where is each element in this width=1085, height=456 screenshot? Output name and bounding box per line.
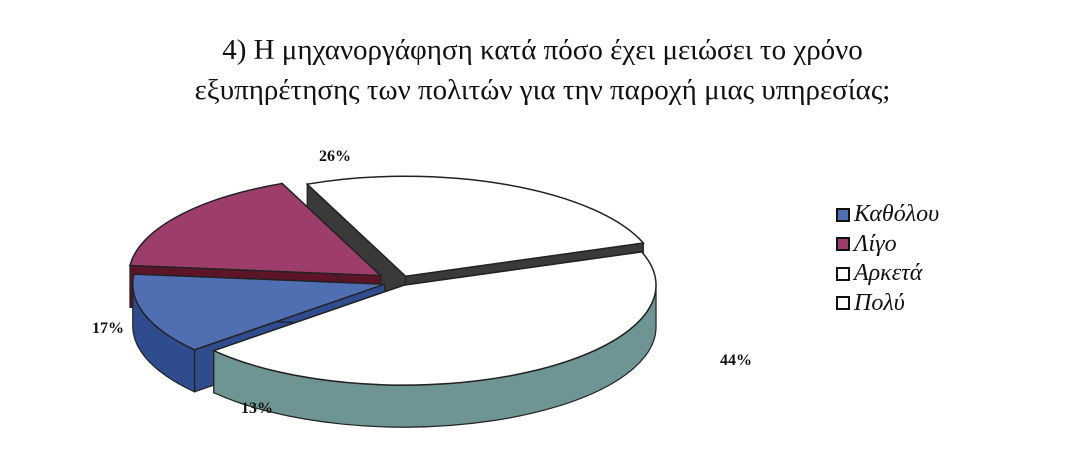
data-label-polý: 44% [720,352,752,369]
legend-item-poly: Πολύ [836,289,939,319]
legend-item-arketa: Αρκετά [836,259,939,289]
slice-top [305,175,645,278]
legend-swatch [836,266,850,281]
legend-item-ligo: Λίγο [836,230,939,260]
chart-title-line-1: 4) Η μηχανοργάφηση κατά πόσο έχει μειώσε… [222,34,863,66]
chart-legend: Καθόλου Λίγο Αρκετά Πολύ [836,200,939,318]
data-label-arketá: 26% [319,148,351,165]
legend-label: Λίγο [854,230,897,257]
legend-label: Καθόλου [854,201,940,228]
legend-label: Πολύ [854,289,905,316]
legend-swatch [836,207,850,222]
legend-item-katholou: Καθόλου [836,200,939,230]
slice-top [129,182,383,277]
slice-top [211,251,657,386]
chart-title-line-2: εξυπηρέτησης των πολιτών για την παροχή … [194,74,891,106]
legend-swatch [836,237,850,252]
legend-swatch [836,296,850,311]
pie-slices [129,175,657,428]
slice-top [132,273,385,351]
legend-label: Αρκετά [854,260,923,287]
data-labels: 13% 17% 26% 44% [92,148,752,417]
chart-title: 4) Η μηχανοργάφηση κατά πόσο έχει μειώσε… [0,30,1085,110]
pie-slice-poly [211,251,657,428]
data-label-kathólou: 13% [241,400,273,417]
data-label-lígo: 17% [92,320,124,337]
